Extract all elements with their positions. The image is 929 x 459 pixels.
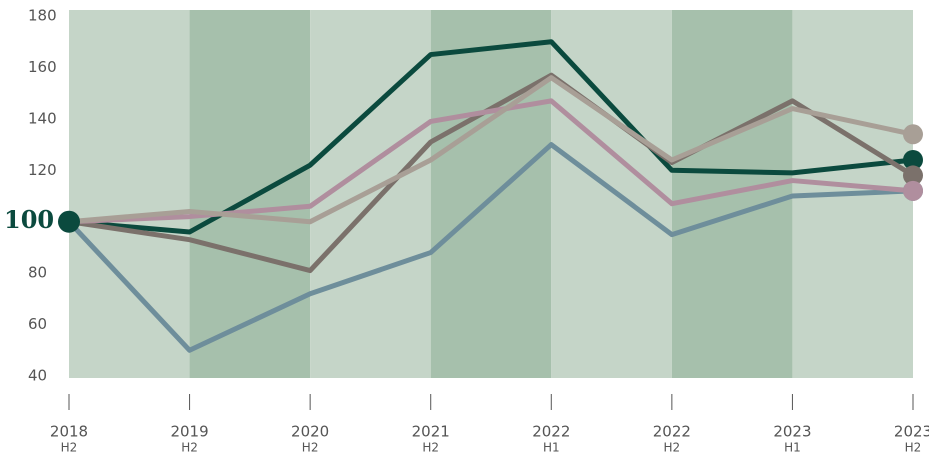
series-line (68, 39, 914, 235)
y-tick-label: 80 (28, 264, 47, 282)
end-marker (903, 124, 923, 145)
y-tick-label: 140 (28, 109, 57, 127)
x-tick-sublabel: H2 (181, 441, 198, 455)
end-marker (903, 180, 923, 201)
end-marker (903, 165, 923, 186)
y-tick-label: 160 (28, 58, 57, 76)
x-tick-sublabel: H1 (543, 441, 560, 455)
background-band (551, 10, 672, 378)
x-tick-label: 2019 (170, 423, 208, 441)
background-band (189, 10, 311, 378)
start-marker (58, 210, 80, 233)
series-line (68, 72, 915, 274)
x-tick-sublabel: H2 (664, 441, 681, 455)
x-tick-label: 2018 (50, 423, 88, 441)
x-tick-label: 2020 (291, 423, 329, 441)
x-tick-label: 2022 (532, 423, 570, 441)
y-tick-label: 100 (4, 205, 54, 234)
x-tick-sublabel: H2 (302, 441, 319, 455)
series-line (67, 142, 914, 353)
y-tick-label: 40 (28, 367, 47, 385)
x-tick-label: 2023 (773, 423, 811, 441)
x-tick-label: 2023 (894, 423, 929, 441)
x-tick-label: 2021 (412, 423, 450, 441)
x-tick-sublabel: H2 (422, 441, 439, 455)
y-tick-label: 180 (28, 7, 57, 25)
x-tick-sublabel: H2 (61, 441, 78, 455)
series-line (68, 75, 914, 225)
y-tick-label: 60 (28, 315, 47, 333)
background-band (69, 10, 190, 378)
x-tick-label: 2022 (653, 423, 691, 441)
background-band (430, 10, 552, 378)
x-tick-sublabel: H2 (905, 441, 922, 455)
y-tick-label: 120 (28, 161, 57, 179)
x-tick-sublabel: H1 (784, 441, 801, 455)
end-marker (903, 150, 923, 170)
